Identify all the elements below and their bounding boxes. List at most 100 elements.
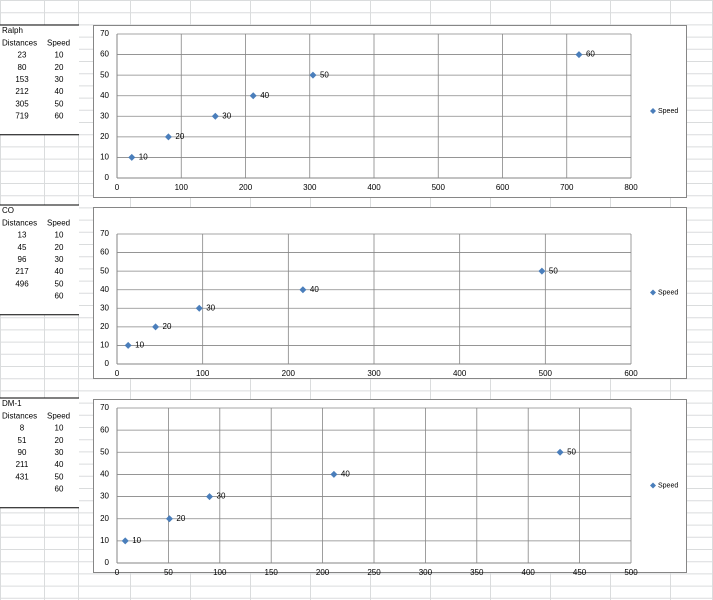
y-tick-label: 20 [100,514,109,523]
point [249,92,257,100]
x-tick-label: 700 [560,183,574,192]
table-cell: 10 [55,231,64,240]
point [309,71,317,79]
y-tick-label: 30 [100,303,109,312]
point [575,51,583,59]
point [152,323,160,331]
data-label: 40 [260,91,269,100]
y-tick-label: 50 [100,447,109,456]
table-title: Ralph [2,26,23,35]
table-cell: 40 [55,87,64,96]
point [121,537,129,545]
table-cell: 40 [55,460,64,469]
table-cell: 496 [15,279,29,288]
x-tick-label: 600 [496,183,510,192]
x-tick-label: 500 [432,183,446,192]
data-label: 20 [175,132,184,141]
table-cell: 80 [18,63,27,72]
table-cell: 60 [55,485,64,494]
table-header: Distances [2,218,37,227]
y-tick-label: 30 [100,111,109,120]
legend-label: Speed [658,108,678,115]
table-cell: 8 [20,424,25,433]
table-cell: 40 [55,267,64,276]
table-bg [0,205,79,315]
x-tick-label: 200 [316,568,330,577]
chart-area [93,399,687,573]
table-cell: 305 [15,99,29,108]
table-cell: 20 [55,243,64,252]
table-cell: 30 [55,255,64,264]
point [299,286,307,294]
point [164,133,172,141]
data-label: 30 [222,111,231,120]
data-label: 50 [320,70,329,79]
table-cell: 20 [55,436,64,445]
table-header: Distances [2,411,37,420]
table-header: Speed [47,218,70,227]
data-label: 10 [132,536,141,545]
table-cell: 60 [55,292,64,301]
point [124,341,132,349]
data-label: 40 [310,285,319,294]
table-title: DM-1 [2,399,22,408]
legend-label: Speed [658,289,678,296]
y-tick-label: 20 [100,322,109,331]
table-bg [0,25,79,135]
data-label: 60 [586,50,595,59]
chart-area [93,25,687,198]
table-cell: 153 [15,75,29,84]
table-cell: 10 [55,424,64,433]
legend-label: Speed [658,482,678,489]
y-tick-label: 70 [100,229,109,238]
x-tick-label: 300 [367,369,381,378]
table-cell: 30 [55,75,64,84]
table-cell: 217 [15,267,29,276]
x-tick-label: 100 [196,369,210,378]
y-tick-label: 10 [100,153,109,162]
table-cell: 23 [18,51,27,60]
x-tick-label: 400 [522,568,536,577]
table-header: Speed [47,411,70,420]
y-tick-label: 40 [100,91,109,100]
table-cell: 60 [55,112,64,121]
data-label: 50 [567,447,576,456]
data-label: 40 [341,470,350,479]
table-title: CO [2,206,14,215]
point [206,493,214,501]
point [330,470,338,478]
x-tick-label: 500 [624,568,638,577]
x-tick-label: 400 [453,369,467,378]
y-tick-label: 0 [105,173,110,182]
table-cell: 212 [15,87,29,96]
data-label: 10 [139,153,148,162]
x-tick-label: 0 [115,568,120,577]
x-tick-label: 600 [624,369,638,378]
y-tick-label: 60 [100,50,109,59]
table-cell: 30 [55,448,64,457]
x-tick-label: 0 [115,369,120,378]
data-label: 20 [176,514,185,523]
data-label: 30 [217,492,226,501]
data-label: 50 [549,266,558,275]
point [195,304,203,312]
y-tick-label: 70 [100,403,109,412]
x-tick-label: 300 [303,183,317,192]
data-label: 30 [206,303,215,312]
x-tick-label: 300 [419,568,433,577]
x-tick-label: 450 [573,568,587,577]
point [538,267,546,275]
x-tick-label: 50 [164,568,173,577]
table-cell: 51 [18,436,27,445]
table-header: Distances [2,38,37,47]
point [211,112,219,120]
table-cell: 50 [55,279,64,288]
x-tick-label: 0 [115,183,120,192]
y-tick-label: 40 [100,470,109,479]
y-tick-label: 50 [100,266,109,275]
y-tick-label: 30 [100,492,109,501]
table-cell: 96 [18,255,27,264]
table-cell: 10 [55,51,64,60]
table-cell: 211 [16,460,29,469]
